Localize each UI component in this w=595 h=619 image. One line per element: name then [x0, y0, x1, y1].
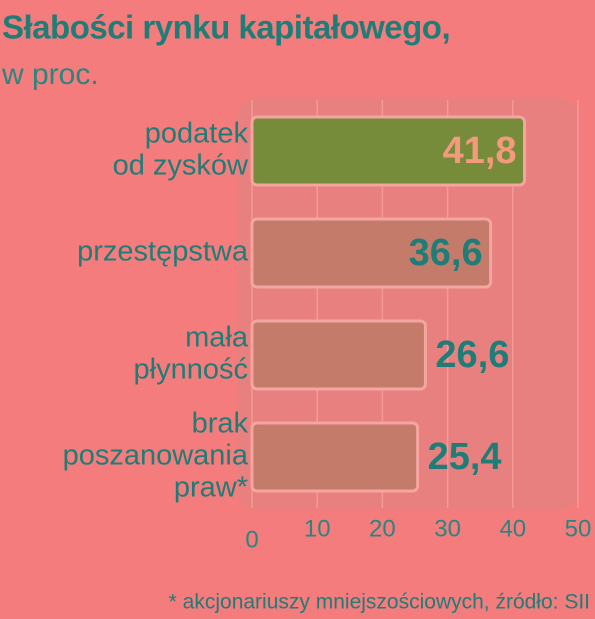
category-label: poszanowania	[63, 440, 249, 472]
bar	[250, 421, 420, 493]
chart-subtitle: w proc.	[1, 58, 99, 91]
value-label: 26,6	[435, 334, 509, 376]
category-label: podatek	[145, 118, 249, 150]
category-label: przestępstwa	[77, 236, 249, 268]
category-label: brak	[192, 408, 249, 440]
footnote: * akcjonariuszy mniejszościowych, źródło…	[169, 591, 590, 614]
value-label: 25,4	[428, 436, 502, 478]
x-tick-label: 40	[499, 515, 526, 542]
value-label: 36,6	[409, 232, 483, 274]
category-label: mała	[185, 322, 249, 354]
bar	[250, 115, 527, 187]
category-label: praw*	[174, 472, 248, 504]
x-tick-label: 20	[369, 515, 396, 542]
category-label: płynność	[134, 354, 248, 386]
x-tick-label: 10	[304, 515, 331, 542]
x-tick-label: 50	[565, 515, 592, 542]
x-tick-label: 0	[245, 526, 258, 553]
bar	[250, 319, 427, 391]
plot-area	[238, 98, 578, 510]
value-label: 41,8	[443, 130, 517, 172]
x-tick-label: 30	[434, 515, 461, 542]
category-label: od zysków	[113, 150, 249, 182]
bar	[250, 217, 493, 289]
chart-title: Słabości rynku kapitałowego,	[2, 9, 450, 46]
